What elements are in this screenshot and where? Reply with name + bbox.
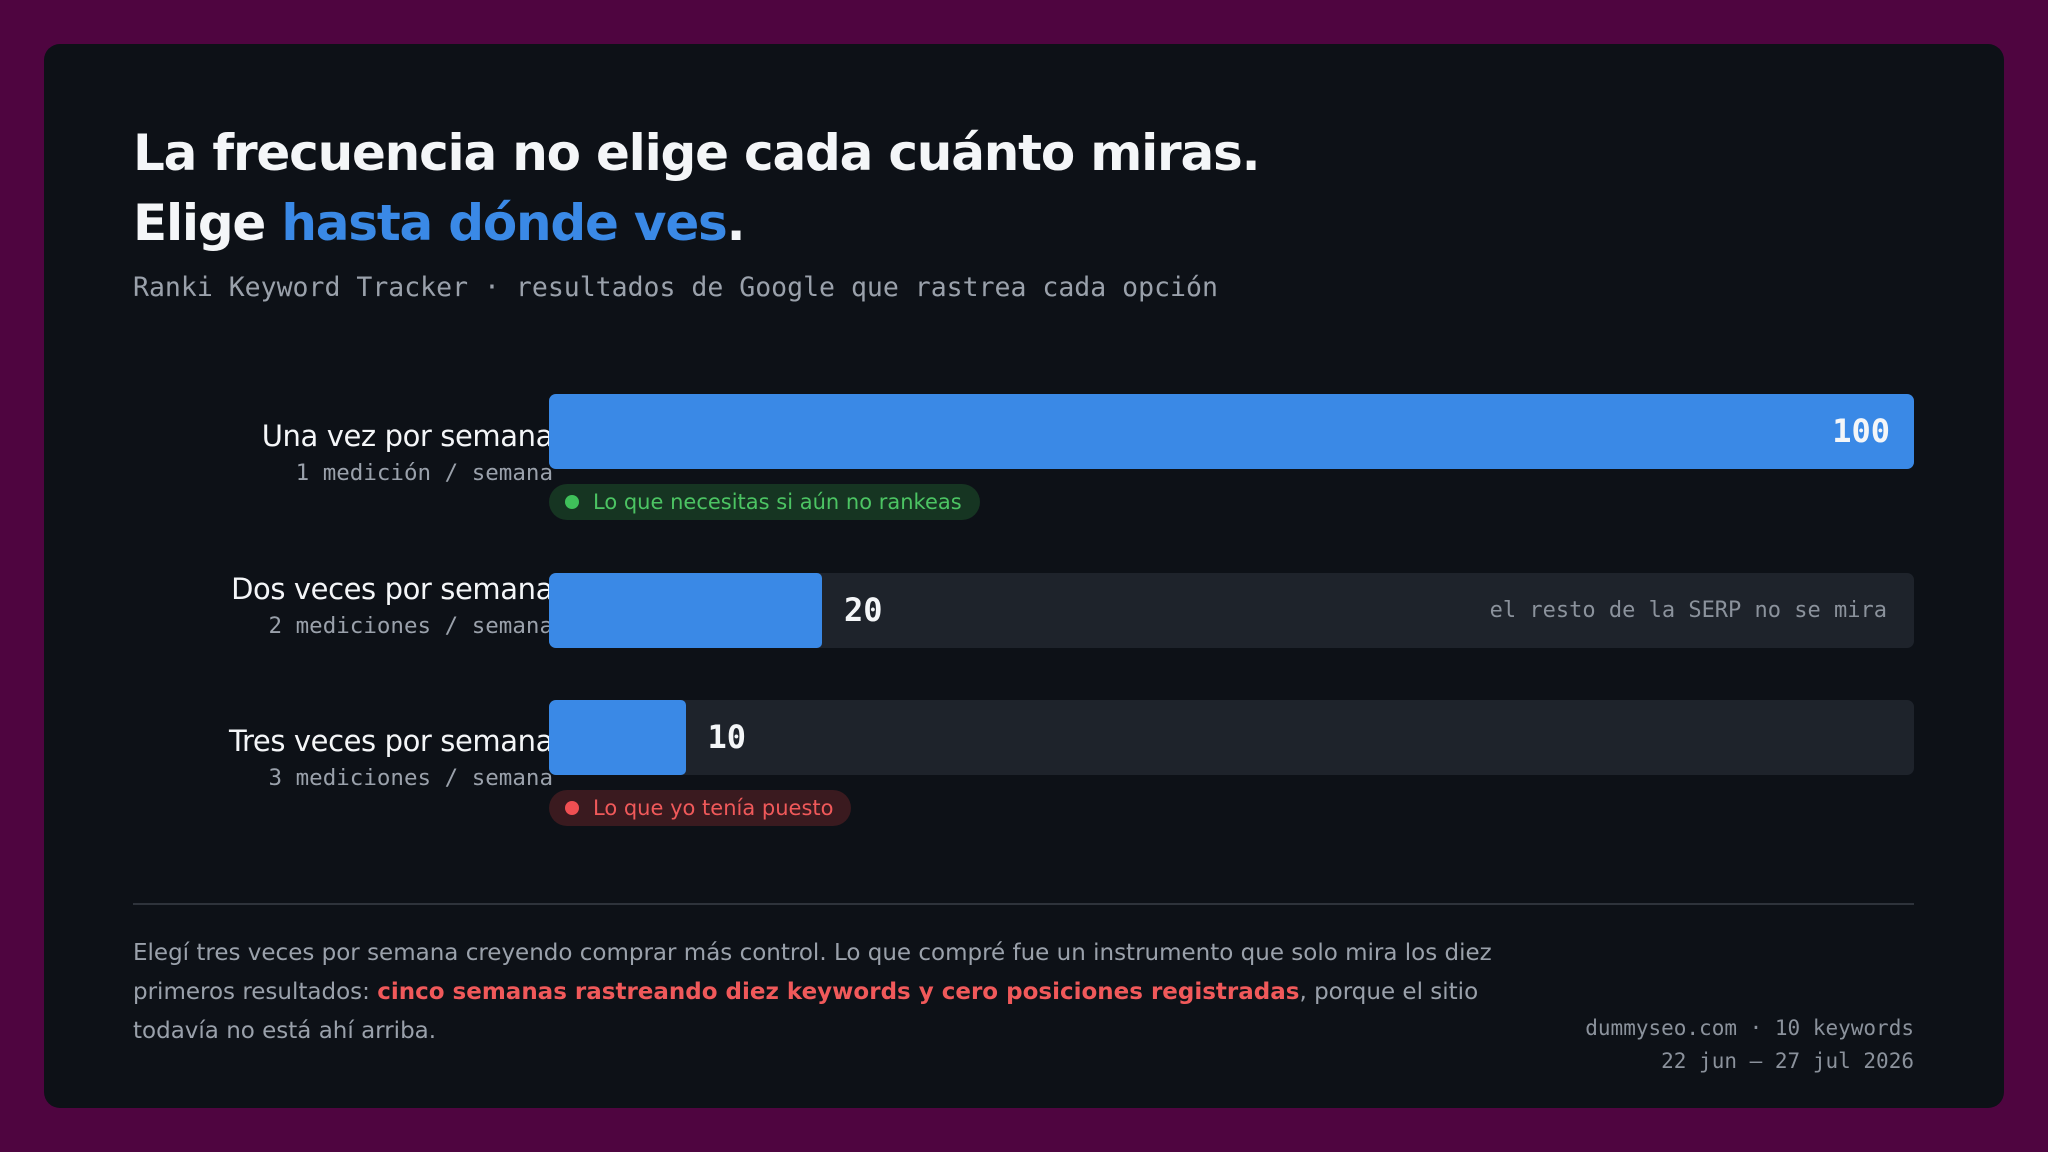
- category-sublabel: 1 medición / semana: [295, 460, 553, 486]
- category-sublabel: 3 mediciones / semana: [268, 765, 553, 791]
- footer-text-before: Elegí tres veces por semana creyendo com…: [133, 940, 1492, 1005]
- meta-site: dummyseo.com · 10 keywords: [1585, 1016, 1914, 1040]
- category-label-1: Una vez por semana 1 medición / semana: [261, 416, 554, 488]
- chart-title: La frecuencia no elige cada cuánto miras…: [133, 118, 1261, 258]
- bar-3: [549, 700, 686, 775]
- category-label-3: Tres veces por semana 3 mediciones / sem…: [229, 721, 553, 793]
- title-line-1: La frecuencia no elige cada cuánto miras…: [133, 124, 1261, 182]
- footer-divider: [133, 903, 1914, 905]
- footer-text-after: , porque el sitio todavía no está ahí ar…: [133, 979, 1479, 1044]
- bar-1: [549, 394, 1914, 469]
- category-sublabel: 2 mediciones / semana: [268, 613, 553, 639]
- bar-track-2: 20 el resto de la SERP no se mira: [549, 573, 1914, 648]
- chart-subtitle: Ranki Keyword Tracker · resultados de Go…: [133, 272, 1218, 303]
- bar-track-3: 10: [549, 700, 1914, 775]
- category-label-2: Dos veces por semana 2 mediciones / sema…: [231, 569, 553, 641]
- success-badge-label: Lo que necesitas si aún no rankeas: [593, 490, 962, 514]
- warning-badge: Lo que yo tenía puesto: [549, 790, 852, 826]
- title-highlight: hasta dónde ves: [281, 194, 727, 252]
- bar-value-label-3: 10: [707, 718, 747, 756]
- category-name: Una vez por semana: [261, 419, 554, 453]
- footer-emphasis: cinco semanas rastreando diez keywords y…: [377, 979, 1300, 1005]
- red-dot-icon: [565, 801, 579, 815]
- bar-value-label-1: 100: [1832, 412, 1890, 450]
- footer-paragraph: Elegí tres veces por semana creyendo com…: [133, 934, 1513, 1051]
- bar-2: [549, 573, 822, 648]
- category-name: Dos veces por semana: [231, 572, 553, 606]
- meta-dates: 22 jun – 27 jul 2026: [1661, 1049, 1914, 1073]
- category-name: Tres veces por semana: [228, 724, 553, 758]
- bar-value-label-2: 20: [844, 591, 883, 629]
- title-line-2-suffix: .: [726, 194, 746, 252]
- bar-track-1: 100: [549, 394, 1914, 469]
- footer-meta: dummyseo.com · 10 keywords 22 jun – 27 j…: [1585, 1012, 1914, 1078]
- chart-card: La frecuencia no elige cada cuánto miras…: [44, 44, 2004, 1108]
- success-badge: Lo que necesitas si aún no rankeas: [549, 484, 980, 520]
- green-dot-icon: [565, 495, 579, 509]
- serp-note: el resto de la SERP no se mira: [1489, 598, 1887, 623]
- warning-badge-label: Lo que yo tenía puesto: [593, 796, 834, 820]
- title-line-2-prefix: Elige: [133, 194, 282, 252]
